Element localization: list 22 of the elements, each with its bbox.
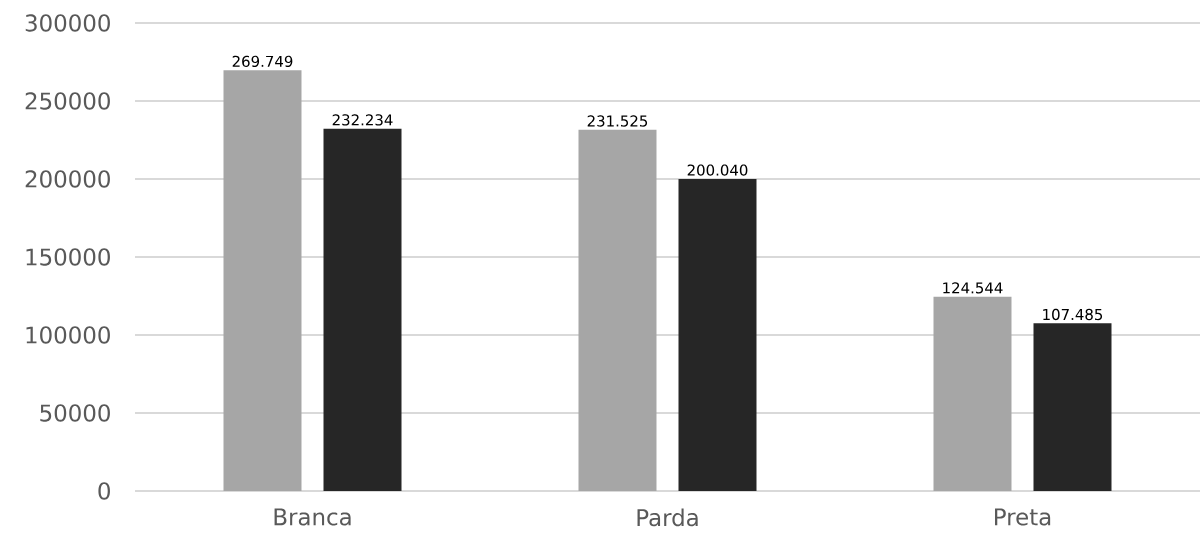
y-tick-label: 200000 bbox=[25, 170, 110, 188]
bar bbox=[1033, 323, 1112, 491]
x-tick-label: Preta bbox=[995, 508, 1051, 526]
data-label: 200.040 bbox=[687, 164, 748, 176]
x-tick-label: Branca bbox=[274, 508, 351, 526]
bar bbox=[323, 128, 402, 491]
bar bbox=[933, 296, 1012, 491]
x-tick-label: Parda bbox=[637, 508, 698, 527]
bar bbox=[223, 70, 302, 491]
y-tick-label: 50000 bbox=[40, 404, 110, 422]
y-tick-label: 0 bbox=[98, 482, 110, 500]
y-tick-label: 100000 bbox=[26, 326, 110, 344]
bar bbox=[678, 178, 757, 491]
y-tick-label: 250000 bbox=[25, 92, 110, 110]
data-label: 269.749 bbox=[232, 55, 293, 67]
y-tick-label: 150000 bbox=[26, 248, 110, 266]
y-tick-label: 300000 bbox=[25, 14, 110, 32]
data-label: 124.544 bbox=[943, 282, 1003, 294]
data-label: 231.525 bbox=[587, 115, 648, 127]
bar bbox=[578, 129, 657, 491]
data-label: 107.485 bbox=[1043, 308, 1103, 321]
data-label: 232.234 bbox=[332, 114, 393, 126]
